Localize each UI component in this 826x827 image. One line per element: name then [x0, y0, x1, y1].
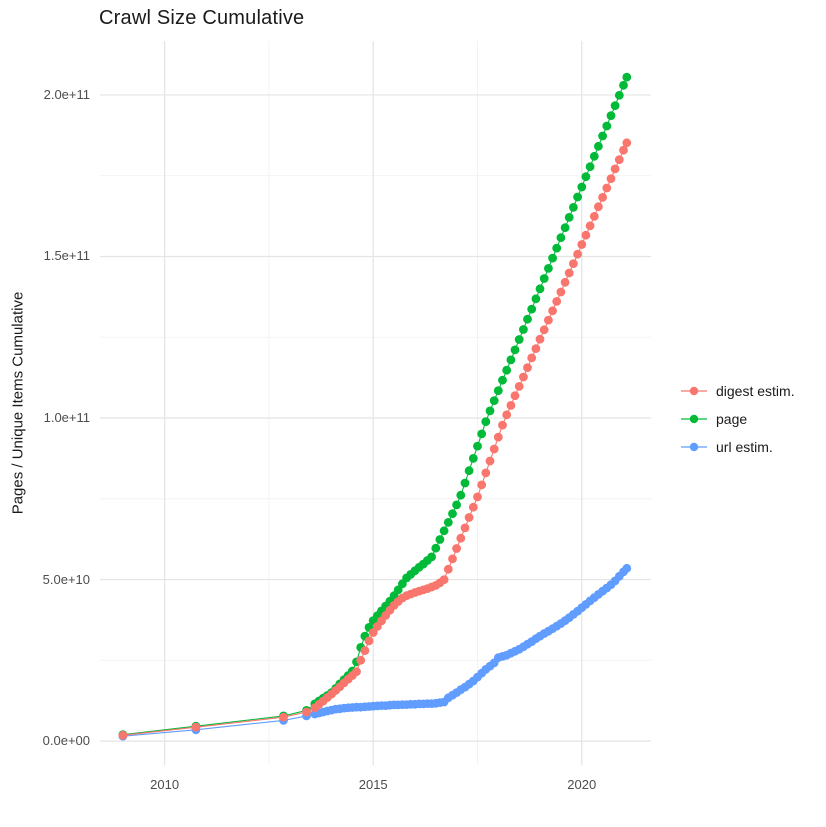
- y-tick-label: 2.0e+11: [43, 86, 90, 102]
- chart-title: Crawl Size Cumulative: [99, 7, 305, 29]
- legend-item-digest: digest estim.: [681, 377, 795, 405]
- legend-item-url: url estim.: [681, 433, 795, 461]
- y-tick-label: 1.5e+11: [43, 248, 90, 264]
- legend-item-page: page: [681, 405, 795, 433]
- x-tick-label: 2015: [358, 777, 388, 792]
- legend: digest estim. page url estim.: [681, 377, 795, 461]
- series-page: [118, 72, 632, 739]
- legend-key-page-icon: [681, 414, 707, 424]
- x-tick-label: 2010: [150, 777, 180, 792]
- x-tick-label: 2020: [567, 777, 597, 792]
- y-tick-label: 5.0e+10: [42, 571, 90, 587]
- legend-label-page: page: [716, 411, 748, 427]
- legend-label-digest: digest estim.: [716, 383, 795, 399]
- y-axis-title: Pages / Unique Items Cumulative: [9, 291, 27, 515]
- series-digest-estim-: [118, 138, 632, 740]
- legend-key-url-icon: [681, 442, 707, 452]
- y-tick-label: 0.0e+00: [42, 733, 90, 749]
- legend-key-digest-icon: [681, 386, 707, 396]
- series-url-estim-: [118, 563, 632, 741]
- legend-label-url: url estim.: [716, 439, 773, 455]
- y-tick-label: 1.0e+11: [43, 410, 90, 426]
